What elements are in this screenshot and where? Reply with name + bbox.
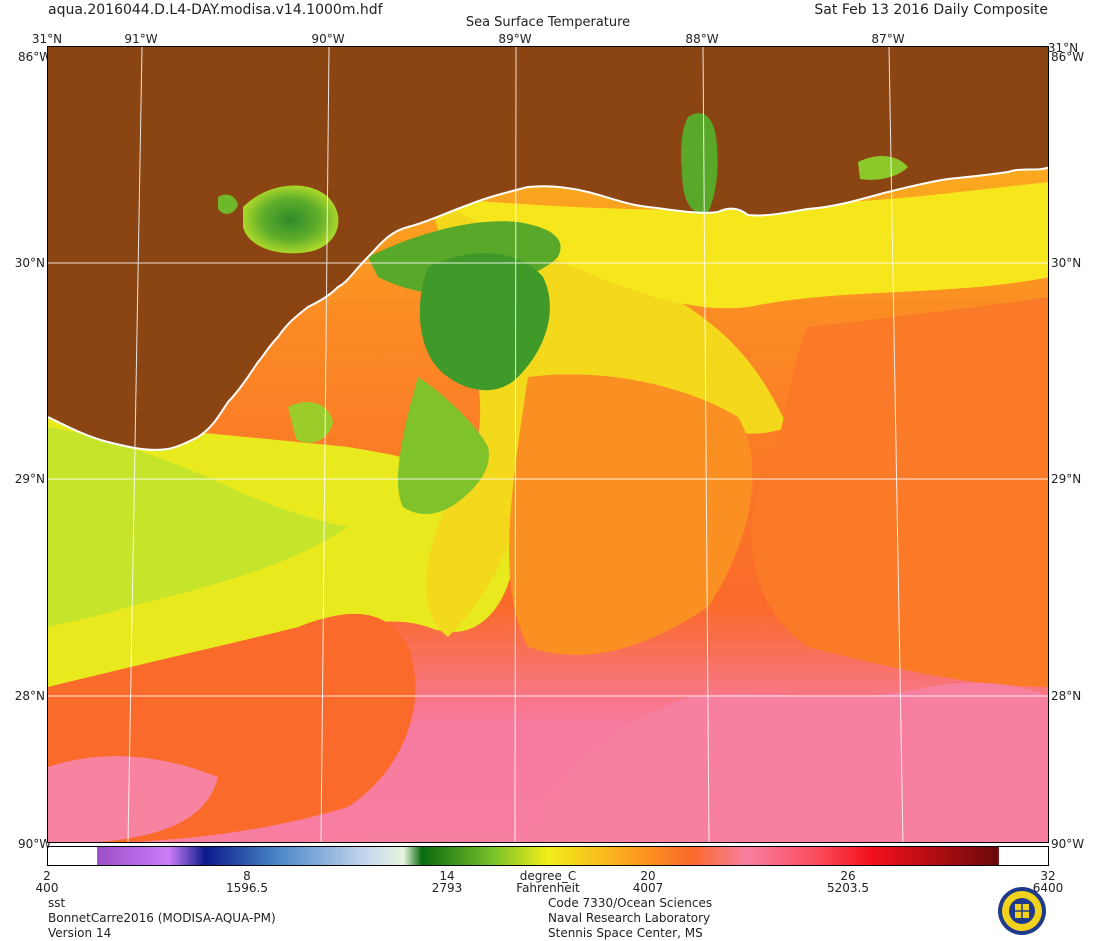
cb-c-unit: degree_C (519, 869, 577, 883)
pink-southwest (48, 756, 218, 842)
mobile-bay (681, 113, 718, 214)
footer-version: Version 14 (48, 926, 112, 940)
cb-f-tick-1596: 1596.5 (226, 881, 268, 895)
sst-map (47, 46, 1049, 843)
shelf-water-lime (48, 427, 348, 627)
footer-code: Code 7330/Ocean Sciences (548, 896, 713, 910)
corner-lat-top-right: 31°N (1047, 41, 1079, 55)
lake-maurepas (218, 194, 238, 214)
lake-pontchartrain (243, 185, 339, 254)
corner-lon-left-top: 86°W (18, 50, 52, 64)
cb-c-tick-26: 26 (840, 869, 856, 883)
nrl-seal-icon (998, 887, 1046, 935)
map-title: Sea Surface Temperature (465, 15, 631, 30)
lon-label-88w: 88°W (685, 32, 719, 46)
cb-f-tick-4007: 4007 (632, 881, 664, 895)
cb-f-unit: Fahrenheit (516, 881, 580, 895)
lat-label-30n-left: 30°N (14, 256, 45, 270)
cb-c-tick-20: 20 (640, 869, 656, 883)
barataria-bay (288, 402, 333, 443)
cb-c-tick-14: 14 (439, 869, 455, 883)
corner-lon-right-top: 86°W (1051, 50, 1085, 64)
composite-date: Sat Feb 13 2016 Daily Composite (814, 2, 1048, 18)
footer-dataset: BonnetCarre2016 (MODISA-AQUA-PM) (48, 911, 276, 925)
sst-colorbar (47, 846, 1049, 866)
lat-label-30n-right: 30°N (1051, 256, 1082, 270)
land-mass (48, 47, 1048, 450)
file-name: aqua.2016044.D.L4-DAY.modisa.v14.1000m.h… (48, 2, 383, 18)
delta-plume (398, 377, 489, 514)
lon-label-87w: 87°W (871, 32, 905, 46)
lon-label-91w: 91°W (124, 32, 158, 46)
footer-location: Stennis Space Center, MS (548, 926, 703, 940)
pensacola-bay (858, 155, 908, 180)
corner-lon-right-bottom: 90°W (1051, 837, 1085, 851)
cb-c-tick-32: 32 (1040, 869, 1056, 883)
lat-label-28n-left: 28°N (14, 689, 45, 703)
coastline (48, 166, 1048, 451)
orange-east (751, 297, 1048, 687)
cb-c-tick-8: 8 (243, 869, 251, 883)
pink-south (528, 682, 1048, 842)
colorbar-gradient (97, 847, 999, 865)
lon-label-89w: 89°W (498, 32, 532, 46)
graticule (48, 47, 1048, 842)
sst-map-image (48, 47, 1048, 842)
cb-f-tick-5203: 5203.5 (827, 881, 869, 895)
cb-c-tick-2: 2 (43, 869, 51, 883)
cb-f-tick-2793: 2793 (431, 881, 463, 895)
lat-label-28n-right: 28°N (1051, 689, 1082, 703)
corner-lon-left-bottom: 90°W (18, 837, 52, 851)
lat-label-29n-right: 29°N (1051, 472, 1082, 486)
cb-f-tick-6400: 6400 (1032, 881, 1064, 895)
footer-variable: sst (48, 896, 66, 910)
footer-lab: Naval Research Laboratory (548, 911, 711, 925)
cb-f-tick-400: 400 (35, 881, 59, 895)
corner-lat-top-left: 31°N (31, 32, 63, 46)
lon-label-90w: 90°W (311, 32, 345, 46)
lat-label-29n-left: 29°N (14, 472, 45, 486)
chandeleur-sound (419, 253, 550, 391)
orange-central (509, 374, 753, 655)
